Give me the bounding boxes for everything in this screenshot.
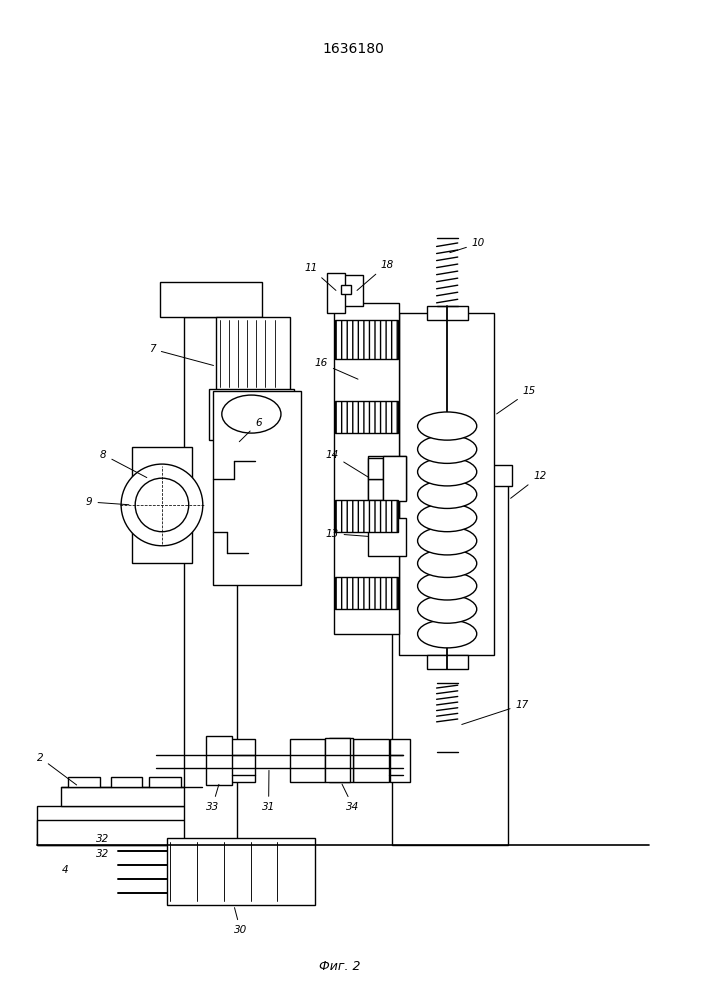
Text: 14: 14: [325, 450, 369, 477]
Text: 2: 2: [37, 753, 76, 785]
Bar: [341, 275, 363, 306]
Text: 12: 12: [510, 471, 547, 498]
Text: 13: 13: [325, 529, 368, 539]
Text: 10: 10: [450, 238, 485, 253]
Text: 8: 8: [100, 450, 147, 478]
Text: 31: 31: [262, 770, 275, 812]
Bar: [325, 738, 350, 782]
Ellipse shape: [418, 458, 477, 486]
Bar: [62, 787, 202, 806]
Bar: [132, 447, 192, 563]
Bar: [392, 472, 508, 845]
Bar: [110, 777, 142, 787]
Bar: [390, 739, 410, 782]
Ellipse shape: [418, 549, 477, 577]
Text: 15: 15: [496, 386, 536, 414]
Text: 30: 30: [234, 908, 247, 935]
Ellipse shape: [418, 435, 477, 463]
Text: Фиг. 2: Фиг. 2: [319, 960, 360, 973]
Bar: [290, 739, 325, 782]
Text: 11: 11: [304, 263, 336, 290]
Bar: [185, 317, 238, 845]
Bar: [354, 739, 389, 782]
Ellipse shape: [418, 595, 477, 623]
Bar: [216, 317, 290, 391]
Bar: [368, 518, 407, 556]
Bar: [428, 306, 468, 320]
Ellipse shape: [418, 412, 477, 440]
Bar: [209, 389, 293, 440]
Text: 32: 32: [96, 834, 110, 844]
Bar: [213, 391, 300, 585]
Ellipse shape: [418, 504, 477, 532]
Text: 18: 18: [357, 260, 394, 290]
Bar: [335, 401, 398, 433]
Bar: [341, 285, 351, 294]
Ellipse shape: [418, 620, 477, 648]
Bar: [327, 273, 345, 313]
Text: 17: 17: [462, 700, 529, 724]
Bar: [368, 479, 383, 500]
Bar: [428, 655, 468, 669]
Ellipse shape: [418, 480, 477, 508]
Bar: [389, 465, 512, 486]
Bar: [335, 500, 398, 532]
Text: 33: 33: [206, 784, 219, 812]
Bar: [368, 456, 407, 500]
Bar: [368, 458, 383, 479]
Ellipse shape: [121, 464, 203, 546]
Text: 32: 32: [96, 849, 110, 859]
Bar: [383, 456, 407, 501]
Bar: [160, 282, 262, 317]
Ellipse shape: [418, 527, 477, 555]
Ellipse shape: [418, 572, 477, 600]
Ellipse shape: [222, 395, 281, 433]
Bar: [167, 838, 315, 905]
Text: 1636180: 1636180: [322, 42, 385, 56]
Text: 7: 7: [149, 344, 214, 365]
Bar: [329, 738, 354, 782]
Text: 16: 16: [315, 358, 358, 379]
Ellipse shape: [135, 478, 189, 532]
Bar: [149, 777, 181, 787]
Bar: [334, 303, 399, 634]
Text: 34: 34: [342, 784, 360, 812]
Text: 4: 4: [62, 865, 68, 875]
Bar: [206, 736, 233, 785]
Text: 6: 6: [239, 418, 262, 442]
Bar: [69, 777, 100, 787]
Bar: [37, 820, 234, 845]
Bar: [335, 577, 398, 609]
Text: 9: 9: [86, 497, 129, 507]
Bar: [399, 313, 494, 655]
Bar: [335, 320, 398, 359]
Bar: [220, 739, 255, 782]
Bar: [37, 806, 234, 845]
